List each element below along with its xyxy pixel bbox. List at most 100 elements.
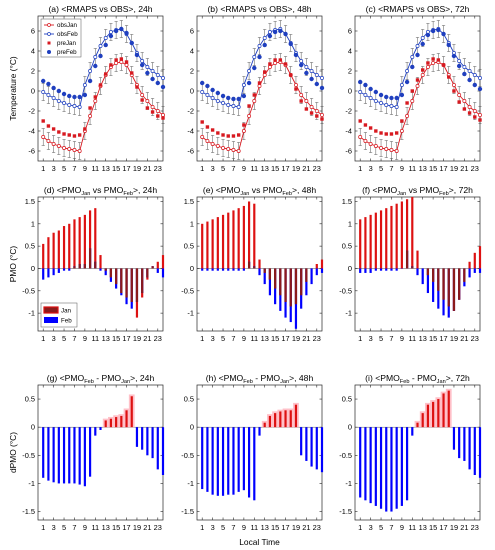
bar-feb [416,268,419,276]
data-point [298,62,304,68]
x-tick-label: 19 [292,523,300,532]
bar [263,422,266,428]
data-point [113,28,119,34]
bar [284,410,287,428]
data-point [363,139,368,143]
legend-marker [47,23,51,27]
bar-feb [468,268,471,278]
data-point [384,147,389,151]
bar-overlap [151,266,154,269]
plot-area [196,384,323,521]
x-tick-label: 9 [83,164,87,173]
bar-feb [315,268,318,276]
data-point [87,78,93,84]
data-point [299,59,304,63]
data-point [41,90,46,94]
bar [206,427,209,492]
bar [52,427,55,483]
data-point [98,44,103,48]
y-tick-label: 0.5 [184,395,194,404]
data-point [129,40,134,46]
bar-jan [395,203,398,269]
bar-overlap [78,264,81,269]
bar [463,427,466,461]
data-point [67,103,72,107]
data-point [215,90,221,96]
data-point [267,33,273,39]
bar [390,427,393,512]
x-tick-label: 23 [313,334,321,343]
x-tick-label: 13 [102,523,110,532]
data-point [156,114,160,118]
data-point [283,62,288,66]
bar-jan [216,217,219,269]
bar [437,399,440,428]
bar-jan [379,210,383,269]
y-tick-label: -4 [28,127,35,136]
bar [279,411,282,428]
x-tick-label: 11 [250,334,258,343]
x-tick-label: 3 [52,164,56,173]
bar-feb [395,268,398,271]
y-tick-label: -6 [187,147,194,156]
data-point [161,113,165,117]
data-point [430,28,436,34]
data-point [452,83,456,87]
bar-feb [104,268,107,276]
data-point [358,119,362,123]
bar [62,427,66,484]
x-tick-label: 21 [460,164,468,173]
data-point [472,109,477,113]
data-point [399,83,404,87]
data-point [119,26,124,32]
bar-jan [221,214,225,269]
panel-title: (b) <RMAPS vs OBS>, 48h [207,4,311,14]
y-tick-label: 0 [190,87,194,96]
data-point [62,132,66,136]
bar-feb [369,268,372,273]
bar-feb [237,268,240,271]
data-point [368,142,373,146]
data-point [226,147,231,151]
x-tick-label: 13 [419,164,427,173]
x-tick-label: 23 [154,523,162,532]
data-point [98,83,103,87]
data-point [467,111,472,115]
panel-title: (c) <RMAPS vs OBS>, 72h [366,4,470,14]
data-point [410,64,415,70]
bar [305,427,308,461]
data-point [267,65,272,69]
bar-jan [232,210,235,269]
bar [68,427,71,484]
data-point [150,76,155,82]
data-point [257,81,262,85]
bar-overlap [411,266,414,269]
data-point [51,142,56,146]
x-tick-label: 11 [408,523,416,532]
y-tick-label: -2 [345,107,352,116]
data-point [114,58,118,62]
x-tick-label: 5 [62,334,66,343]
bar [294,404,298,428]
data-point [451,53,457,59]
bar-jan [211,219,214,269]
bar-overlap [120,268,123,294]
data-point [62,101,66,105]
x-tick-label: 19 [450,164,458,173]
x-tick-label: 5 [221,523,225,532]
data-point [405,101,409,105]
data-point [51,96,56,100]
x-tick-label: 7 [389,334,393,343]
y-tick-label: -0.5 [339,286,352,295]
y-tick-label: 0.5 [342,395,352,404]
bar-overlap [274,268,277,289]
y-tick-label: -1.5 [22,507,35,516]
data-point [93,63,98,69]
data-point [410,55,415,59]
data-point [231,148,236,152]
y-tick-label: 4 [348,47,352,56]
data-point [161,76,165,80]
data-point [236,149,241,153]
bar [473,427,476,475]
data-point [421,68,425,72]
